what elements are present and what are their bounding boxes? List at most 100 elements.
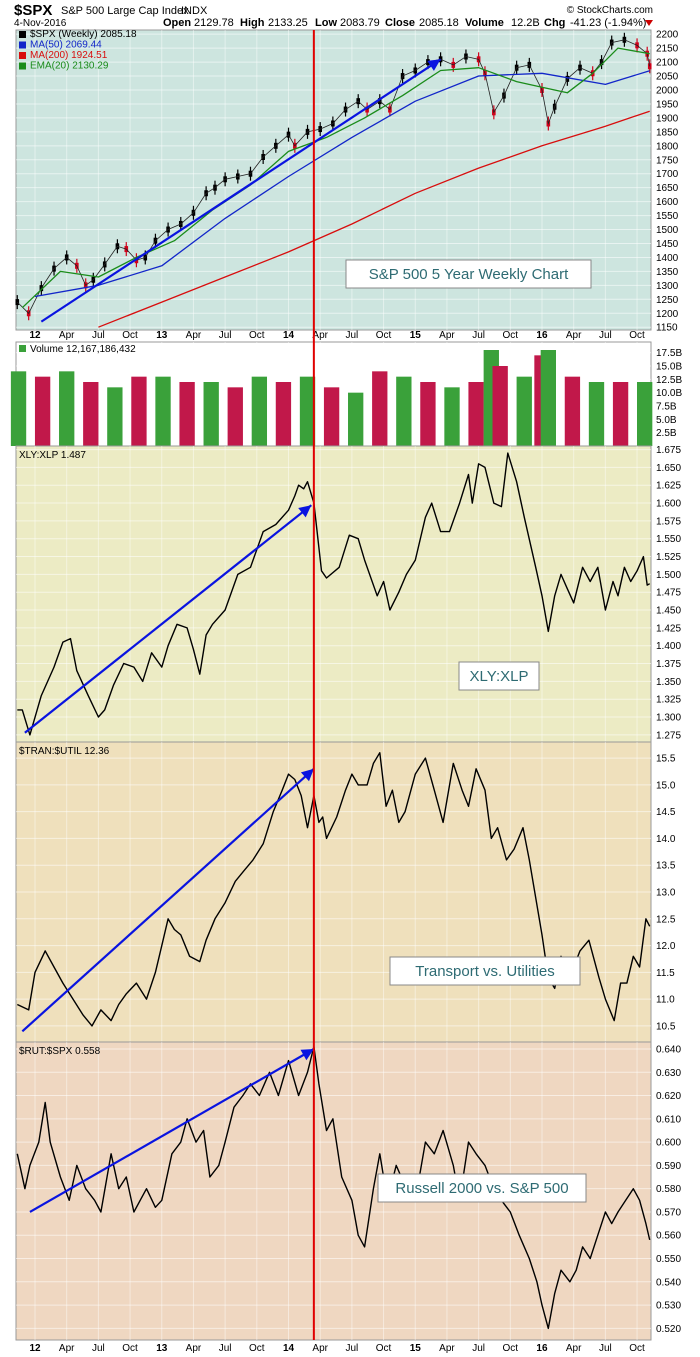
volume-bar (34, 376, 51, 446)
legend-swatch (19, 345, 26, 352)
y-tick-label: 17.5B (656, 348, 682, 359)
trend-arrow (29, 1048, 315, 1213)
y-tick-label: 1.325 (656, 695, 681, 706)
header-name: S&P 500 Large Cap Index (61, 5, 189, 17)
x-tick-label: Oct (249, 1343, 265, 1354)
x-tick-label: 15 (410, 330, 422, 341)
x-tick-label: Apr (312, 330, 328, 341)
y-tick-label: 1.575 (656, 516, 681, 527)
price-candle-body (15, 299, 20, 306)
x-tick-label: Oct (376, 330, 392, 341)
y-tick-label: 1500 (656, 225, 679, 236)
header-down-arrow-icon (645, 20, 653, 26)
panel-rut: 0.520 0.530 0.540 0.550 0.560 0.570 0.580 0.590… (15, 1041, 681, 1341)
y-tick-label: 2050 (656, 72, 679, 83)
callout-label: Transport vs. Utilities (415, 963, 554, 980)
y-tick-label: 1650 (656, 183, 679, 194)
trend-arrow (40, 58, 442, 323)
x-tick-label: Oct (629, 1343, 645, 1354)
y-tick-label: 1.450 (656, 606, 681, 617)
series-line (34, 70, 650, 298)
volume-bar (107, 387, 123, 446)
x-tick-label: Jul (345, 330, 358, 341)
y-tick-label: 0.610 (656, 1114, 681, 1125)
y-tick-label: 1.375 (656, 659, 681, 670)
volume-bar (10, 371, 27, 446)
trend-arrow (24, 504, 313, 734)
y-tick-label: 1.625 (656, 481, 681, 492)
header-open-value: 2129.78 (194, 17, 234, 29)
x-tick-label: Jul (599, 1343, 612, 1354)
y-tick-label: 11.0 (656, 995, 675, 1006)
panel-price: 1150 1200 1250 1300 1350 1400 1450 1500 1550 1600… (15, 29, 679, 334)
y-tick-label: 0.630 (656, 1068, 681, 1079)
x-tick-label: Jul (599, 330, 612, 341)
volume-bar (420, 382, 436, 446)
volume-bar (251, 376, 268, 446)
y-tick-label: 0.620 (656, 1091, 681, 1102)
y-tick-label: 1.475 (656, 588, 681, 599)
legend-entry: EMA(20) 2130.29 (30, 61, 109, 72)
x-tick-label: 13 (156, 1343, 168, 1354)
volume-bar (323, 387, 340, 446)
trend-arrow (21, 767, 315, 1033)
callout-label: Russell 2000 vs. S&P 500 (395, 1180, 568, 1197)
volume-bar (59, 371, 75, 446)
callout-box (458, 661, 540, 691)
trend-arrow-head (300, 1049, 314, 1061)
x-tick-label: Apr (566, 1343, 582, 1354)
header-chg-label: Chg (544, 17, 565, 29)
y-tick-label: 0.530 (656, 1301, 681, 1312)
series-line (98, 110, 650, 328)
y-tick-label: 0.550 (656, 1254, 681, 1265)
header-open-label: Open (163, 17, 191, 29)
y-tick-label: 1950 (656, 99, 679, 110)
y-tick-label: 1.550 (656, 534, 681, 545)
volume-bar (203, 382, 219, 446)
panel-title: XLY:XLP 1.487 (19, 450, 86, 461)
header-exchange: INDX (181, 5, 208, 17)
x-tick-label: Jul (92, 330, 105, 341)
series-line (17, 452, 651, 736)
callout-box (345, 259, 592, 289)
y-tick-label: 1.525 (656, 552, 681, 563)
y-tick-label: 1.425 (656, 623, 681, 634)
x-tick-label: 14 (283, 1343, 295, 1354)
x-tick-label: Apr (59, 1343, 75, 1354)
y-tick-label: 1450 (656, 239, 679, 250)
y-tick-label: 15.5 (656, 754, 676, 765)
volume-bar (516, 376, 532, 446)
x-tick-label: Jul (92, 1343, 105, 1354)
panel-background (15, 445, 652, 743)
volume-bar (299, 376, 316, 446)
x-tick-label: Jul (472, 1343, 485, 1354)
header-symbol: $SPX (14, 2, 52, 19)
volume-bar (227, 387, 243, 446)
y-tick-label: 1850 (656, 127, 679, 138)
y-tick-label: 1750 (656, 155, 679, 166)
volume-bar (348, 392, 364, 446)
header-volume-label: Volume (465, 17, 504, 29)
header-chg-value: -41.23 (-1.94%) (570, 17, 646, 29)
y-tick-label: 1.300 (656, 713, 681, 724)
y-tick-label: 1250 (656, 295, 679, 306)
legend-entry: $SPX (Weekly) 2085.18 (30, 29, 137, 40)
trend-arrow-head (300, 768, 314, 782)
y-tick-label: 0.640 (656, 1044, 681, 1055)
y-tick-label: 12.5 (656, 914, 676, 925)
y-tick-label: 1600 (656, 197, 679, 208)
header-low-value: 2083.79 (340, 17, 380, 29)
y-tick-label: 1300 (656, 281, 679, 292)
callout-box (377, 1173, 587, 1203)
volume-bar (275, 382, 292, 446)
x-tick-label: Oct (629, 330, 645, 341)
volume-bar (612, 382, 629, 446)
panel-tran: 10.5 11.0 11.5 12.0 12.5 13.0 13.5 14.0 14.5 15.0… (15, 741, 676, 1043)
volume-bar (155, 376, 171, 446)
legend-swatch (19, 31, 26, 38)
x-tick-label: Apr (439, 1343, 455, 1354)
callout-label: S&P 500 5 Year Weekly Chart (369, 266, 569, 283)
legend-swatch (19, 41, 26, 49)
y-tick-label: 1.600 (656, 499, 681, 510)
callout-box (389, 956, 581, 986)
